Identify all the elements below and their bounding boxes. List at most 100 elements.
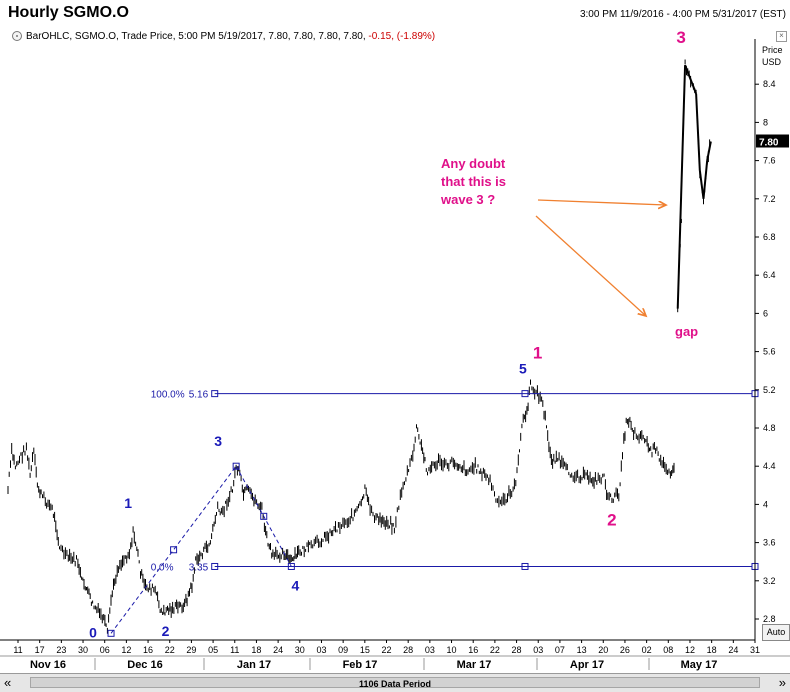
wave-label-blue: 5 [519, 361, 527, 377]
time-tick-label: 11 [13, 645, 22, 655]
time-tick-label: 07 [555, 645, 565, 655]
gap-label: gap [675, 324, 698, 339]
time-tick-label: 26 [620, 645, 630, 655]
auto-scale-button[interactable]: Auto [762, 624, 790, 641]
price-segment [706, 141, 712, 161]
date-range: 3:00 PM 11/9/2016 - 4:00 PM 5/31/2017 (E… [579, 9, 786, 20]
time-tick-label: 22 [490, 645, 500, 655]
price-segment [698, 170, 705, 199]
wave-label-blue: 1 [124, 495, 132, 511]
price-tick-label: 5.6 [763, 347, 776, 357]
wave-label-magenta: 2 [607, 511, 616, 530]
fib-handle[interactable] [521, 390, 529, 398]
time-tick-label: 05 [208, 645, 218, 655]
time-tick-label: 30 [295, 645, 305, 655]
price-tick-label: 8 [763, 117, 768, 127]
wave-handle[interactable] [232, 462, 240, 470]
price-change: -0.15, (-1.89%) [368, 31, 436, 42]
price-tick-label: 6 [763, 308, 768, 318]
wave-label-magenta: 3 [676, 28, 685, 47]
time-tick-label: 02 [642, 645, 652, 655]
month-label: Jan 17 [237, 659, 271, 671]
month-label: Nov 16 [30, 659, 66, 671]
scroll-left-icon[interactable]: « [4, 675, 12, 690]
wave-handle[interactable] [107, 629, 115, 637]
gap-up-leg [676, 65, 687, 309]
time-tick-label: 28 [512, 645, 522, 655]
time-tick-label: 11 [230, 645, 239, 655]
price-segment [695, 93, 701, 171]
price-tick-label: 2.8 [763, 614, 776, 624]
chart-title: Hourly SGMO.O [8, 4, 129, 21]
wave-connector [235, 465, 292, 567]
time-tick-label: 03 [316, 645, 326, 655]
price-tick-label: 6.8 [763, 232, 776, 242]
time-tick-label: 16 [468, 645, 478, 655]
time-tick-label: 09 [338, 645, 348, 655]
fib-level-value: 5.16 [189, 390, 209, 401]
fib-handle[interactable] [521, 562, 529, 570]
price-tick-label: 5.2 [763, 385, 776, 395]
price-tick-label: 4 [763, 499, 768, 509]
wave-label-blue: 3 [214, 433, 222, 449]
month-label: Apr 17 [570, 659, 604, 671]
price-tick-label: 7.6 [763, 156, 776, 166]
wave-handle[interactable] [260, 512, 268, 520]
time-tick-label: 24 [273, 645, 283, 655]
last-price-marker [756, 134, 789, 148]
chart-settings-icon[interactable] [12, 31, 22, 41]
price-tick-label: 3.6 [763, 538, 776, 548]
time-tick-label: 16 [143, 645, 153, 655]
fib-handle[interactable] [211, 562, 219, 570]
wave-label-magenta: 1 [533, 343, 542, 362]
time-tick-label: 12 [121, 645, 131, 655]
time-tick-label: 28 [403, 645, 413, 655]
time-tick-label: 03 [425, 645, 435, 655]
month-label: Dec 16 [127, 659, 162, 671]
info-line-values: BarOHLC, SGMO.O, Trade Price, 5:00 PM 5/… [26, 31, 369, 42]
time-tick-label: 20 [598, 645, 608, 655]
month-label: Mar 17 [457, 659, 492, 671]
wave-handle[interactable] [170, 546, 178, 554]
time-tick-label: 17 [35, 645, 45, 655]
month-label: May 17 [681, 659, 718, 671]
price-tick-label: 8.4 [763, 79, 776, 89]
price-tick-label: 4.4 [763, 461, 776, 471]
time-tick-label: 22 [381, 645, 391, 655]
wave-handle[interactable] [287, 562, 295, 570]
scrollbar-thumb[interactable]: 1106 Data Period [30, 677, 760, 689]
fib-level-value: 3.35 [189, 562, 209, 573]
time-scrollbar[interactable]: « 1106 Data Period » [0, 673, 790, 692]
close-icon[interactable]: × [776, 31, 787, 42]
time-tick-label: 29 [186, 645, 196, 655]
fib-level-pct: 0.0% [151, 562, 174, 573]
price-tick-label: 7.2 [763, 194, 776, 204]
price-segment [684, 64, 698, 95]
time-tick-label: 13 [577, 645, 587, 655]
callout-text: wave 3 ? [440, 192, 495, 207]
time-tick-label: 30 [78, 645, 88, 655]
wave-label-blue: 2 [162, 623, 170, 639]
last-price-label: 7.80 [759, 138, 779, 149]
chart-title-bar: Hourly SGMO.O 3:00 PM 11/9/2016 - 4:00 P… [0, 0, 790, 26]
time-tick-label: 10 [447, 645, 457, 655]
callout-text: Any doubt [441, 156, 506, 171]
time-tick-label: 08 [663, 645, 673, 655]
price-tick-label: 3.2 [763, 576, 776, 586]
time-tick-label: 23 [56, 645, 66, 655]
month-label: Feb 17 [343, 659, 378, 671]
time-tick-label: 12 [685, 645, 695, 655]
time-tick-label: 18 [707, 645, 717, 655]
price-axis-title: Price [762, 45, 783, 55]
time-tick-label: 03 [533, 645, 543, 655]
fib-level-pct: 100.0% [151, 390, 185, 401]
price-tick-label: 4.8 [763, 423, 776, 433]
price-segment [702, 160, 709, 199]
time-tick-label: 06 [100, 645, 110, 655]
fib-handle[interactable] [211, 390, 219, 398]
time-tick-label: 15 [360, 645, 370, 655]
wave-label-blue: 0 [89, 624, 97, 640]
time-tick-label: 22 [165, 645, 175, 655]
scroll-right-icon[interactable]: » [778, 675, 786, 690]
